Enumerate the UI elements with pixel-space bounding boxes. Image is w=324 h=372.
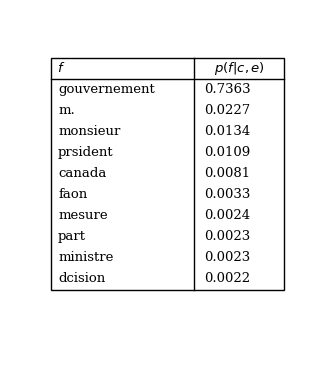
Text: 0.0023: 0.0023 <box>204 251 250 264</box>
Text: prsident: prsident <box>58 146 114 159</box>
Text: mesure: mesure <box>58 209 108 222</box>
Text: gouvernement: gouvernement <box>58 83 155 96</box>
Text: faon: faon <box>58 188 87 201</box>
Text: 0.0134: 0.0134 <box>204 125 250 138</box>
Text: monsieur: monsieur <box>58 125 121 138</box>
Text: canada: canada <box>58 167 107 180</box>
Text: m.: m. <box>58 104 75 117</box>
Text: 0.0033: 0.0033 <box>204 188 250 201</box>
Text: 0.0109: 0.0109 <box>204 146 250 159</box>
Text: part: part <box>58 230 86 243</box>
Text: 0.0024: 0.0024 <box>204 209 250 222</box>
Text: dcision: dcision <box>58 273 105 285</box>
Text: $f$: $f$ <box>57 61 65 75</box>
Bar <box>51 58 284 289</box>
Text: 0.7363: 0.7363 <box>204 83 251 96</box>
Text: 0.0227: 0.0227 <box>204 104 250 117</box>
Text: 0.0023: 0.0023 <box>204 230 250 243</box>
Text: ministre: ministre <box>58 251 113 264</box>
Text: 0.0022: 0.0022 <box>204 273 250 285</box>
Text: 0.0081: 0.0081 <box>204 167 250 180</box>
Text: $p(f | c, e)$: $p(f | c, e)$ <box>214 60 265 77</box>
